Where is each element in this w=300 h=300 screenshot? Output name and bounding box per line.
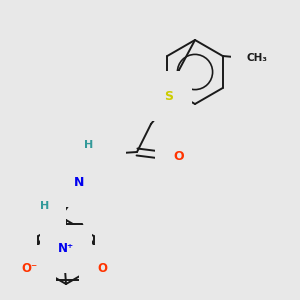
Text: N: N [74, 176, 84, 188]
Text: N: N [97, 148, 107, 160]
Text: H: H [40, 201, 50, 211]
Text: O: O [174, 149, 184, 163]
Text: N⁺: N⁺ [58, 242, 74, 256]
Text: O: O [97, 262, 107, 275]
Text: CH₃: CH₃ [246, 53, 267, 63]
Text: H: H [84, 140, 94, 150]
Text: O⁻: O⁻ [22, 262, 38, 275]
Text: S: S [164, 89, 173, 103]
